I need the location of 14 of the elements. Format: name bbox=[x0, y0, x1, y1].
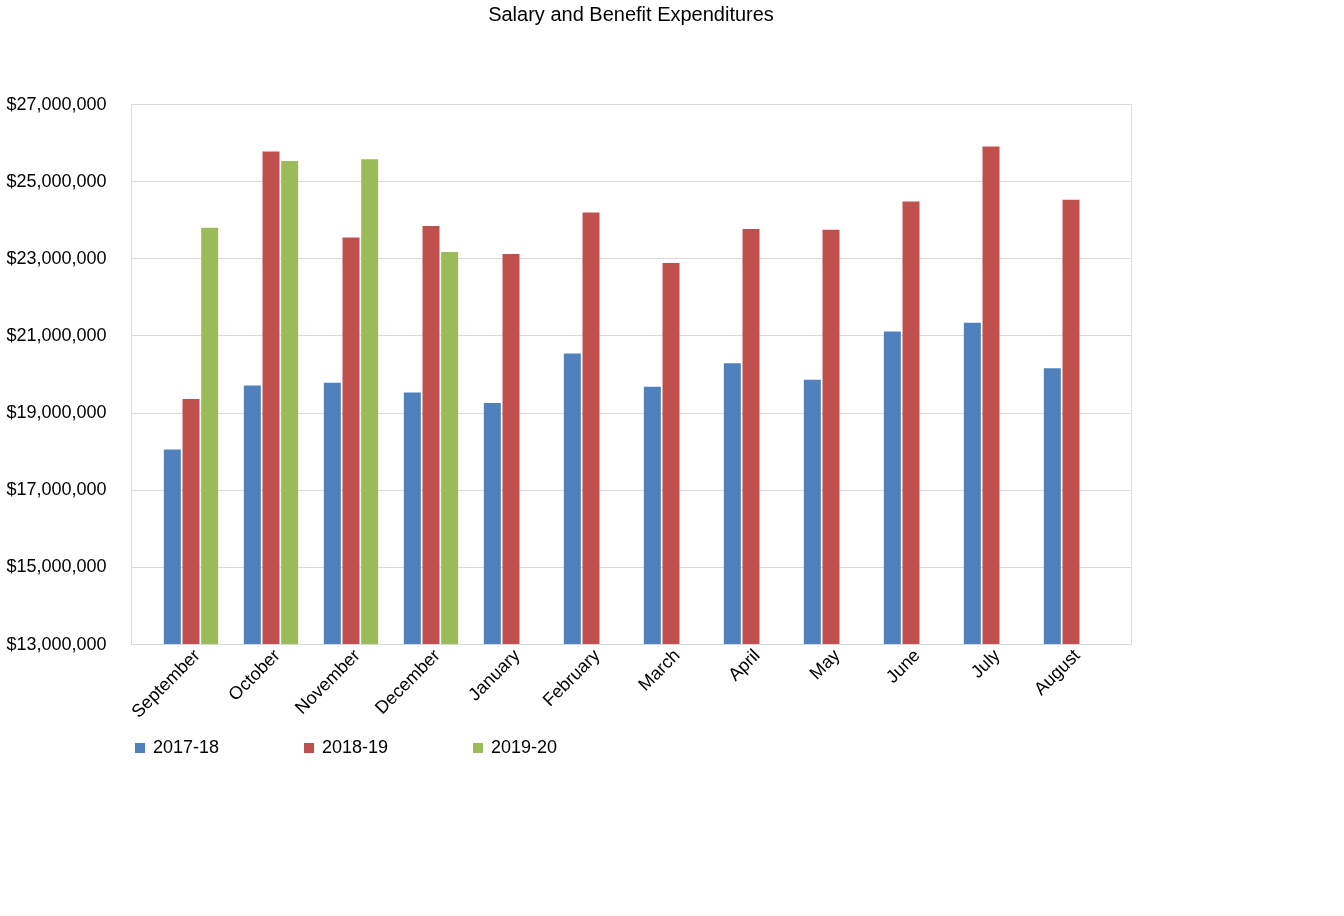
y-tick-label: $15,000,000 bbox=[6, 556, 107, 577]
y-tick-label: $21,000,000 bbox=[6, 324, 107, 345]
legend-label: 2018-19 bbox=[322, 737, 389, 757]
y-tick-label: $27,000,000 bbox=[6, 93, 107, 114]
y-tick-label: $25,000,000 bbox=[6, 170, 107, 191]
x-tick-label: July bbox=[966, 645, 1004, 682]
legend-label: 2017-18 bbox=[153, 737, 220, 757]
legend-label: 2019-20 bbox=[491, 737, 558, 757]
y-tick-label: $13,000,000 bbox=[6, 633, 107, 654]
y-tick-label: $17,000,000 bbox=[6, 479, 107, 500]
y-tick-label: $23,000,000 bbox=[6, 247, 107, 268]
x-tick-label: May bbox=[805, 645, 844, 684]
chart-title: Salary and Benefit Expenditures bbox=[488, 3, 774, 25]
y-tick-label: $19,000,000 bbox=[6, 402, 107, 423]
